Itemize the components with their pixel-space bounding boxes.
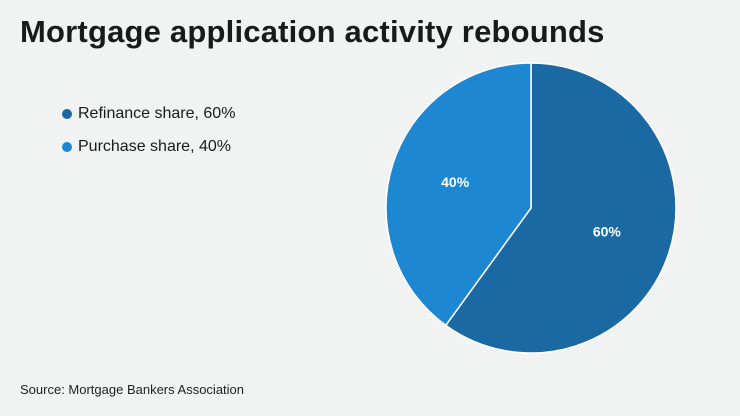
legend-label-refinance: Refinance share, 60%: [78, 105, 236, 122]
legend-item-purchase: Purchase share, 40%: [62, 137, 235, 157]
source-note: Source: Mortgage Bankers Association: [20, 382, 245, 397]
pie-slice-label-purchase: 40%: [441, 174, 470, 190]
pie-slice-label-refinance: 60%: [593, 223, 622, 239]
pie-slice-refinance: [444, 62, 677, 354]
pie-labels: 60% 40%: [441, 174, 621, 239]
chart-title: Mortgage application activity rebounds: [20, 14, 605, 49]
pie-slice-purchase: [385, 62, 532, 327]
pie-slices: [385, 62, 677, 354]
legend-item-refinance: Refinance share, 60%: [62, 104, 235, 124]
legend-swatch-refinance: [62, 109, 72, 119]
legend-label-purchase: Purchase share, 40%: [78, 138, 231, 155]
legend-swatch-purchase: [62, 142, 72, 152]
legend: Refinance share, 60% Purchase share, 40%: [62, 104, 235, 170]
